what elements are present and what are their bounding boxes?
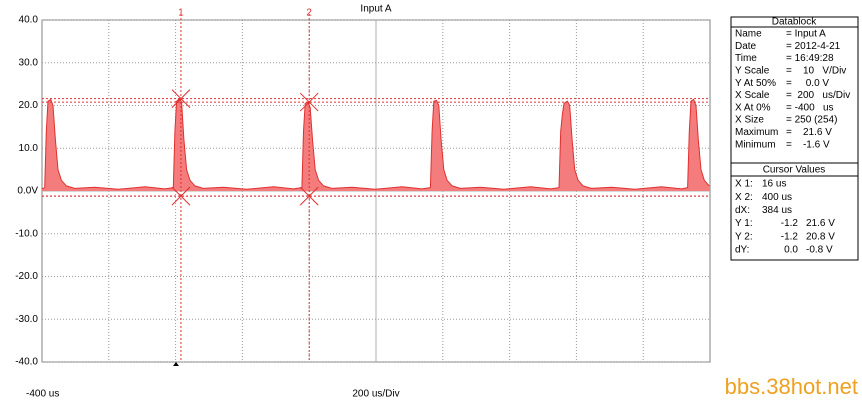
cursor-row-value: 384 us [762,205,792,216]
x-scale-label: 200 us/Div [352,389,399,400]
cursor-row-label: X 1: [735,179,753,190]
datablock-value: = 21.6 V [786,127,832,138]
cursor-cross [299,92,319,112]
cursor-cross [171,89,191,109]
waveform-fill [42,98,710,191]
cursor-cross [299,186,319,206]
cursor-row-x: 0.0 [784,245,798,256]
datablock-box [730,16,859,164]
datablock-value: = 200 us/Div [786,90,850,101]
cursor-row-label: Y 2: [735,231,753,242]
cursor-row-value: 400 us [762,192,792,203]
cursor-row-label: dX: [735,205,750,216]
datablock-value: = -400 us [786,102,834,113]
datablock-label: Maximum [735,127,778,138]
datablock-label: Date [735,41,757,52]
y-tick-label: -20.0 [15,271,38,282]
datablock-label: Y Scale [735,66,770,77]
cursor-title: Cursor Values [763,165,826,176]
cursor-row-value: 16 us [762,179,786,190]
y-tick-label: -40.0 [15,357,38,368]
chart-title: Input A [360,4,391,15]
datablock-value: = 250 (254) [786,115,837,126]
x-start-label: -400 us [26,389,59,400]
datablock-label: X Scale [735,90,770,101]
waveform [41,97,710,190]
datablock-label: Minimum [735,139,776,150]
datablock-label: X At 0% [735,102,771,113]
cursor-row-label: Y 1: [735,218,753,229]
y-tick-label: 10.0 [19,143,39,154]
cursor-row-label: X 2: [735,192,753,203]
cursor-label: 2 [306,8,312,19]
datablock-value: = Input A [786,29,826,40]
datablock-label: X Size [735,115,764,126]
y-tick-label: 30.0 [19,57,39,68]
datablock-value: = -1.6 V [786,139,830,150]
datablock-label: Name [735,29,762,40]
cursor-row-y: 21.6 V [806,218,835,229]
y-tick-label: 40.0 [19,15,39,26]
y-tick-label: -10.0 [15,228,38,239]
watermark: bbs.38hot.net [725,374,858,399]
cursor-row-x: -1.2 [781,231,799,242]
cursor-row-label: dY: [735,245,749,256]
datablock-value: = 2012-4-21 [786,41,841,52]
datablock-value: = 0.0 V [786,78,829,89]
datablock-title: Datablock [772,17,817,28]
y-tick-label: -30.0 [15,314,38,325]
cursor-row-y: 20.8 V [806,231,835,242]
cursor-box [730,162,859,261]
trigger-marker [173,362,179,366]
datablock-label: Y At 50% [735,78,776,89]
cursor-row-x: -1.2 [781,218,799,229]
cursor-cross [171,186,191,206]
cursor-row-y: -0.8 V [806,245,833,256]
datablock-value: = 10 V/Div [786,66,846,77]
datablock-label: Time [735,53,757,64]
datablock-value: = 16:49:28 [786,53,834,64]
y-tick-label: 20.0 [19,100,39,111]
y-tick-label: 0.0V [17,186,38,197]
cursor-label: 1 [178,8,184,19]
